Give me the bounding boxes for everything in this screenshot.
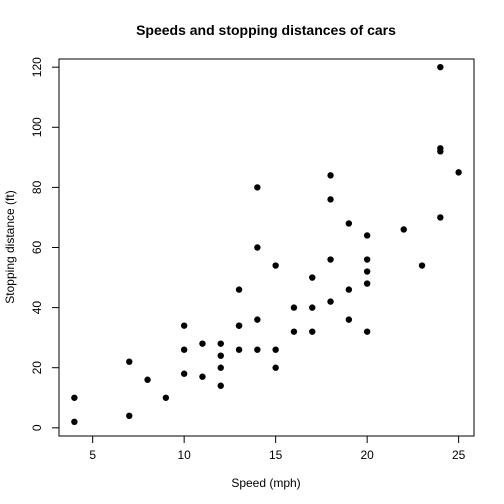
data-point — [400, 226, 407, 233]
y-tick-label: 120 — [30, 57, 44, 77]
y-axis-label: Stopping distance (ft) — [3, 190, 17, 303]
data-point — [363, 256, 371, 263]
data-point — [71, 394, 78, 401]
data-point — [235, 346, 243, 353]
data-point — [71, 418, 78, 426]
data-point — [217, 352, 224, 359]
data-point — [437, 145, 444, 152]
x-tick-label: 10 — [177, 448, 191, 462]
data-point — [235, 286, 243, 293]
data-point — [254, 346, 261, 353]
data-point — [309, 274, 316, 281]
data-point — [217, 340, 224, 347]
data-point — [327, 256, 334, 263]
data-point — [180, 346, 188, 353]
data-point — [272, 262, 279, 269]
data-point — [363, 280, 371, 287]
data-point — [126, 358, 133, 365]
data-point — [290, 328, 298, 335]
data-point — [235, 322, 243, 329]
data-point — [363, 328, 371, 335]
x-axis: 5 10 15 20 25 — [89, 436, 466, 462]
data-point — [144, 376, 151, 383]
chart-title: Speeds and stopping distances of cars — [136, 22, 396, 38]
data-point — [180, 370, 188, 377]
data-point — [418, 262, 426, 269]
data-point — [327, 172, 334, 179]
y-tick-label: 80 — [30, 180, 44, 194]
data-point — [309, 328, 316, 335]
data-point — [126, 412, 133, 420]
y-axis: 0 20 40 60 80 100 120 — [30, 57, 59, 431]
data-point — [180, 322, 188, 329]
data-point — [309, 304, 316, 311]
data-point — [455, 169, 462, 176]
data-point — [437, 214, 444, 221]
data-point — [437, 63, 444, 71]
data-point — [345, 286, 353, 293]
data-points — [71, 63, 462, 426]
data-point — [272, 346, 279, 353]
data-point — [217, 382, 224, 389]
data-point — [162, 394, 170, 401]
data-point — [199, 373, 206, 380]
data-point — [290, 304, 298, 311]
data-point — [345, 220, 353, 227]
x-tick-label: 5 — [89, 448, 96, 462]
y-tick-label: 100 — [30, 117, 44, 137]
data-point — [254, 244, 261, 251]
data-point — [199, 340, 206, 347]
data-point — [345, 316, 353, 323]
x-tick-label: 20 — [360, 448, 374, 462]
data-point — [272, 364, 279, 371]
y-tick-label: 60 — [30, 241, 44, 255]
y-tick-label: 0 — [30, 424, 44, 431]
x-tick-label: 25 — [452, 448, 466, 462]
data-point — [363, 232, 371, 239]
x-tick-label: 15 — [269, 448, 283, 462]
plot-frame — [58, 58, 475, 437]
x-axis-label: Speed (mph) — [231, 476, 300, 490]
data-point — [217, 364, 224, 371]
y-tick-label: 40 — [30, 301, 44, 315]
data-point — [327, 196, 334, 203]
data-point — [254, 184, 261, 191]
data-point — [254, 316, 261, 323]
data-point — [363, 268, 371, 275]
y-tick-label: 20 — [30, 361, 44, 375]
data-point — [327, 298, 334, 305]
